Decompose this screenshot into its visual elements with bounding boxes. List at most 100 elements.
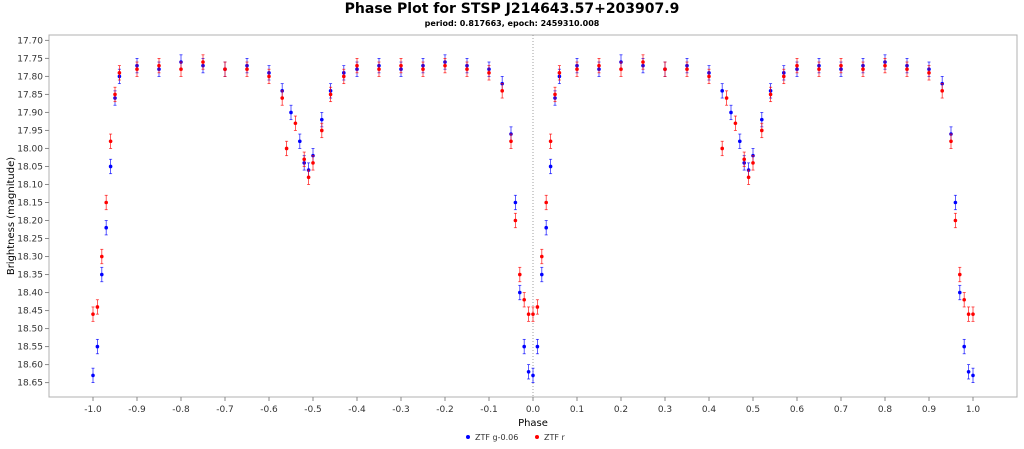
data-point: [104, 225, 108, 230]
x-tick-label: -0.2: [436, 405, 454, 415]
data-point: [531, 373, 535, 378]
data-point: [738, 139, 742, 144]
data-point: [760, 128, 764, 133]
data-point: [733, 121, 738, 126]
data-point: [500, 89, 505, 93]
legend-label: ZTF r: [544, 433, 566, 442]
data-point: [342, 74, 346, 79]
y-tick-label: 18.50: [17, 325, 43, 335]
data-point: [526, 369, 531, 374]
data-point: [953, 218, 958, 223]
x-tick-label: -0.3: [392, 405, 410, 415]
x-tick-label: -0.4: [348, 405, 366, 415]
data-point: [135, 67, 139, 72]
x-axis-title: Phase: [518, 418, 548, 429]
data-point: [641, 60, 645, 64]
data-point: [100, 254, 104, 259]
x-tick-label: 0.1: [570, 405, 584, 415]
data-point: [509, 139, 513, 144]
data-point: [100, 272, 104, 277]
data-point: [782, 74, 786, 79]
data-point: [544, 200, 548, 205]
y-tick-label: 18.10: [17, 180, 43, 190]
y-tick-label: 18.60: [17, 361, 43, 371]
data-point: [245, 67, 249, 72]
data-point: [817, 67, 821, 72]
data-point: [157, 63, 161, 68]
data-point: [724, 96, 729, 100]
data-point: [104, 200, 108, 205]
x-tick-label: -0.9: [128, 405, 146, 415]
data-point: [355, 63, 359, 68]
y-tick-label: 17.80: [17, 72, 43, 82]
data-point: [971, 312, 975, 316]
data-point: [861, 67, 865, 72]
data-point: [548, 139, 553, 144]
data-point: [883, 63, 887, 68]
data-point: [399, 63, 403, 68]
data-point: [953, 200, 958, 205]
x-tick-label: 0.6: [790, 405, 805, 415]
data-point: [663, 67, 667, 72]
data-point: [927, 71, 931, 75]
data-point: [377, 67, 381, 72]
data-point: [575, 67, 579, 72]
data-point: [544, 225, 548, 230]
data-point: [289, 110, 293, 115]
data-point: [298, 139, 302, 144]
data-point: [540, 272, 544, 277]
x-tick-label: -0.1: [480, 405, 498, 415]
y-tick-label: 18.25: [17, 235, 43, 245]
y-tick-label: 18.05: [17, 162, 43, 172]
data-point: [751, 161, 755, 165]
y-tick-label: 18.40: [17, 289, 43, 299]
y-tick-label: 18.55: [17, 343, 43, 353]
x-tick-label: 0.8: [878, 405, 893, 415]
y-tick-label: 17.70: [17, 36, 43, 46]
data-point: [553, 92, 557, 97]
data-point: [962, 344, 966, 349]
data-point: [421, 67, 425, 72]
x-tick-label: 1.0: [966, 405, 981, 415]
data-point: [742, 157, 746, 162]
y-tick-label: 18.30: [17, 253, 43, 263]
y-tick-label: 18.00: [17, 144, 43, 154]
data-point: [720, 146, 724, 151]
y-tick-label: 18.15: [17, 198, 43, 208]
data-point: [557, 71, 562, 75]
y-tick-label: 18.35: [17, 271, 43, 281]
data-point: [223, 67, 227, 72]
data-point: [328, 92, 333, 97]
data-point: [958, 290, 962, 295]
data-point: [597, 63, 601, 68]
y-tick-label: 17.95: [17, 126, 43, 136]
x-tick-label: 0.3: [658, 405, 672, 415]
legend-marker: [535, 435, 539, 439]
data-point: [949, 139, 953, 144]
data-point: [768, 92, 773, 97]
plot-area: [48, 34, 1018, 398]
data-point: [513, 200, 518, 205]
data-point: [531, 312, 535, 316]
data-point: [95, 305, 100, 309]
x-tick-label: 0.4: [702, 405, 717, 415]
data-point: [513, 218, 518, 223]
y-tick-label: 17.75: [17, 54, 43, 64]
axes-layer: 17.70 17.75 17.80 17.85 17.90 17.95 18.00 18.05…: [17, 36, 980, 415]
data-point: [940, 89, 944, 93]
data-point: [707, 74, 711, 79]
data-point: [201, 60, 205, 64]
legend: ZTF g-0.06 ZTF r: [466, 433, 566, 442]
data-point: [962, 297, 966, 302]
data-point: [267, 74, 271, 79]
data-point: [966, 312, 971, 316]
data-point: [518, 290, 522, 295]
x-tick-label: -0.5: [304, 405, 322, 415]
y-tick-label: 18.65: [17, 379, 43, 389]
data-point: [720, 89, 724, 93]
x-tick-label: -0.6: [260, 405, 278, 415]
data-point: [966, 369, 971, 374]
x-tick-label: 0.2: [614, 405, 628, 415]
legend-label: ZTF g-0.06: [475, 433, 518, 442]
legend-marker: [466, 435, 470, 439]
